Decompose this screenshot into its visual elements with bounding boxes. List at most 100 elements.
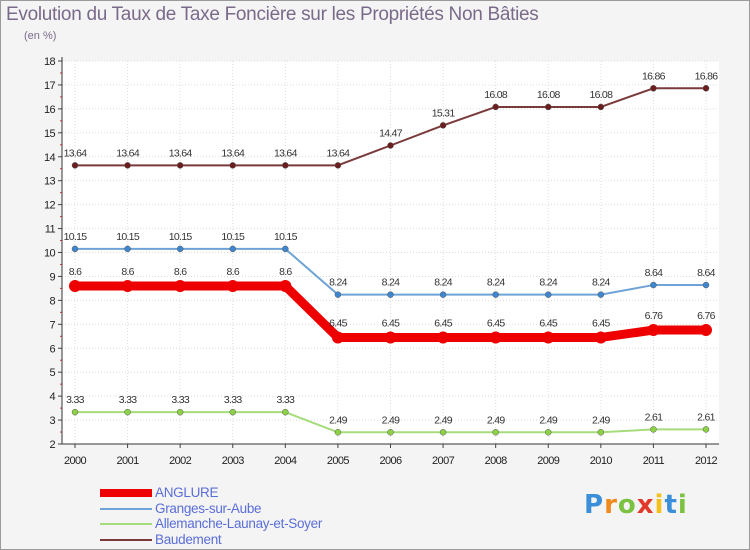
- x-tick-label: 2005: [327, 455, 350, 467]
- series-point: [282, 408, 289, 416]
- series-point: [331, 331, 344, 344]
- series-point: [334, 429, 342, 436]
- series-point: [334, 162, 342, 169]
- y-tick-label: 8: [49, 295, 55, 307]
- series-point: [437, 331, 450, 344]
- series-point: [545, 291, 552, 298]
- series-point: [387, 291, 394, 298]
- logo-letter: t: [664, 490, 678, 520]
- series-point: [439, 122, 447, 129]
- data-label: 16.08: [589, 89, 613, 101]
- data-label: 2.49: [382, 414, 400, 426]
- x-tick-label: 2010: [590, 455, 613, 467]
- data-label: 2.49: [329, 414, 347, 426]
- data-label: 13.64: [169, 147, 193, 159]
- series-point: [650, 281, 657, 289]
- series-point: [176, 162, 184, 169]
- legend-swatch: [100, 538, 152, 541]
- series-point: [174, 280, 187, 293]
- series-point: [176, 245, 184, 253]
- legend-label: Allemanche-Launay-et-Soyer: [155, 516, 323, 531]
- series-point: [279, 280, 292, 293]
- series-point: [282, 162, 289, 169]
- data-label: 8.6: [174, 266, 187, 278]
- series-point: [282, 245, 289, 253]
- data-label: 13.64: [221, 147, 245, 159]
- series-point: [71, 245, 79, 253]
- series-point: [594, 331, 607, 344]
- series-point: [647, 324, 660, 337]
- series-point: [124, 408, 131, 416]
- x-tick-label: 2012: [695, 455, 718, 467]
- unit-label: (en %): [24, 30, 57, 42]
- series-point: [650, 426, 657, 433]
- series-point: [702, 426, 710, 433]
- data-label: 16.86: [642, 70, 666, 82]
- x-tick-label: 2011: [643, 455, 665, 467]
- x-tick-label: 2004: [274, 455, 297, 467]
- data-label: 8.24: [592, 277, 610, 289]
- data-label: 8.6: [121, 266, 134, 278]
- data-label: 8.6: [69, 266, 82, 278]
- series-point: [176, 408, 184, 416]
- legend-label: Baudement: [155, 531, 222, 547]
- y-tick-label: 7: [49, 319, 55, 331]
- data-label: 6.45: [539, 317, 557, 329]
- data-label: 8.24: [487, 277, 505, 289]
- series-point: [702, 281, 710, 289]
- series-point: [124, 162, 131, 169]
- data-label: 15.31: [432, 107, 456, 119]
- series-point: [229, 162, 236, 169]
- series-point: [650, 85, 657, 92]
- data-label: 2.49: [434, 414, 452, 426]
- data-label: 3.33: [171, 394, 189, 406]
- y-tick-label: 16: [44, 104, 56, 116]
- logo-letter: r: [604, 490, 618, 520]
- data-label: 10.15: [116, 231, 140, 243]
- data-label: 6.76: [697, 310, 715, 322]
- legend-label: Granges-sur-Aube: [155, 500, 262, 516]
- series-point: [229, 408, 236, 416]
- series-point: [124, 245, 131, 253]
- series-point: [226, 280, 239, 293]
- data-label: 14.47: [379, 127, 403, 139]
- logo-letter: o: [617, 490, 637, 520]
- series-point: [489, 331, 502, 344]
- data-label: 10.15: [274, 231, 298, 243]
- data-label: 3.33: [66, 394, 84, 406]
- y-tick-label: 13: [44, 176, 56, 188]
- data-label: 10.15: [169, 231, 193, 243]
- data-label: 8.6: [279, 266, 292, 278]
- legend-swatch: [100, 523, 152, 525]
- data-label: 3.33: [224, 394, 242, 406]
- data-label: 8.24: [539, 277, 557, 289]
- y-tick-label: 6: [49, 343, 55, 355]
- chart-title: Evolution du Taux de Taxe Foncière sur l…: [6, 4, 539, 25]
- data-label: 16.86: [695, 70, 719, 82]
- y-tick-label: 18: [44, 56, 56, 68]
- legend-swatch: [100, 489, 152, 497]
- data-label: 6.45: [487, 317, 505, 329]
- data-label: 2.49: [592, 414, 610, 426]
- x-tick-label: 2001: [117, 455, 140, 467]
- data-label: 2.61: [645, 411, 663, 423]
- data-label: 8.6: [227, 266, 240, 278]
- x-tick-label: 2002: [169, 455, 192, 467]
- series-point: [492, 429, 499, 436]
- series-point: [542, 331, 555, 344]
- x-tick-label: 2009: [537, 455, 560, 467]
- y-tick-label: 17: [44, 80, 56, 92]
- y-tick-label: 3: [49, 415, 55, 427]
- x-tick-label: 2000: [64, 455, 87, 467]
- series-point: [545, 103, 552, 111]
- series-point: [334, 291, 342, 298]
- x-tick-label: 2007: [432, 455, 455, 467]
- data-label: 16.08: [484, 89, 508, 101]
- logo-letter: i: [677, 490, 688, 520]
- series-point: [700, 324, 712, 337]
- series-point: [492, 103, 499, 111]
- series-point: [71, 162, 79, 169]
- data-label: 6.76: [645, 310, 663, 322]
- data-label: 3.33: [277, 394, 295, 406]
